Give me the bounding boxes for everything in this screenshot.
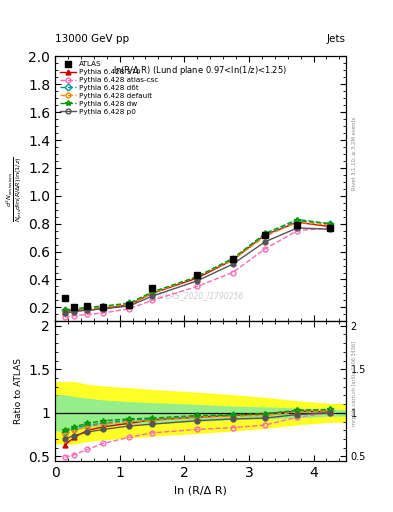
Pythia 6.428 d6t [85, 306, 90, 312]
Pythia 6.428 p0 [85, 307, 90, 313]
Pythia 6.428 d6t [263, 232, 267, 238]
Text: ln(R/$\Delta$ R) (Lund plane 0.97<ln(1/z)<1.25): ln(R/$\Delta$ R) (Lund plane 0.97<ln(1/z… [113, 65, 288, 77]
Line: Pythia 6.428 default: Pythia 6.428 default [62, 220, 332, 313]
Pythia 6.428 p0 [295, 225, 300, 231]
Line: Pythia 6.428 d6t: Pythia 6.428 d6t [62, 219, 332, 313]
Text: Rivet 3.1.10, ≥ 3.2M events: Rivet 3.1.10, ≥ 3.2M events [352, 117, 357, 190]
Pythia 6.428 default [101, 304, 106, 310]
Pythia 6.428 370 [85, 307, 90, 313]
Pythia 6.428 d6t [150, 290, 154, 296]
ATLAS [85, 303, 90, 309]
Pythia 6.428 dw [101, 303, 106, 309]
Pythia 6.428 default [327, 222, 332, 228]
Y-axis label: Ratio to ATLAS: Ratio to ATLAS [14, 358, 23, 424]
Pythia 6.428 atlas-csc [263, 246, 267, 252]
Pythia 6.428 default [85, 306, 90, 312]
Pythia 6.428 dw [72, 306, 77, 312]
Pythia 6.428 atlas-csc [150, 297, 154, 304]
Pythia 6.428 p0 [72, 309, 77, 315]
Text: ATLAS_2020_I1790256: ATLAS_2020_I1790256 [157, 291, 244, 300]
Pythia 6.428 dw [85, 304, 90, 310]
Legend: ATLAS, Pythia 6.428 370, Pythia 6.428 atlas-csc, Pythia 6.428 d6t, Pythia 6.428 : ATLAS, Pythia 6.428 370, Pythia 6.428 at… [57, 58, 161, 117]
Pythia 6.428 p0 [127, 303, 132, 309]
Pythia 6.428 atlas-csc [85, 311, 90, 317]
Pythia 6.428 default [295, 219, 300, 225]
Pythia 6.428 p0 [150, 293, 154, 300]
ATLAS [127, 302, 132, 308]
Pythia 6.428 370 [295, 219, 300, 225]
ATLAS [72, 304, 77, 310]
Pythia 6.428 370 [327, 223, 332, 229]
Pythia 6.428 d6t [327, 221, 332, 227]
Pythia 6.428 atlas-csc [327, 225, 332, 231]
ATLAS [62, 294, 67, 301]
Pythia 6.428 p0 [263, 239, 267, 245]
Pythia 6.428 d6t [101, 304, 106, 310]
Pythia 6.428 default [127, 302, 132, 308]
Pythia 6.428 p0 [327, 226, 332, 232]
Line: Pythia 6.428 dw: Pythia 6.428 dw [62, 217, 332, 313]
Pythia 6.428 370 [195, 275, 200, 281]
X-axis label: ln (R/Δ R): ln (R/Δ R) [174, 485, 227, 495]
Pythia 6.428 default [150, 290, 154, 296]
Pythia 6.428 default [72, 306, 77, 312]
Pythia 6.428 d6t [295, 218, 300, 224]
Pythia 6.428 p0 [230, 261, 235, 267]
Text: mcplots.cern.ch [arXiv:1306.3436]: mcplots.cern.ch [arXiv:1306.3436] [352, 342, 357, 426]
Pythia 6.428 370 [127, 302, 132, 308]
Pythia 6.428 dw [230, 255, 235, 262]
Pythia 6.428 dw [195, 273, 200, 280]
Pythia 6.428 default [62, 307, 67, 313]
Pythia 6.428 atlas-csc [101, 310, 106, 316]
Y-axis label: $\frac{d^2 N_{\mathrm{emissions}}}{N_{\mathrm{jets}} d\ln(R/\Delta R)\, \ln(1/z): $\frac{d^2 N_{\mathrm{emissions}}}{N_{\m… [5, 156, 25, 222]
Pythia 6.428 dw [62, 307, 67, 313]
Pythia 6.428 atlas-csc [127, 306, 132, 312]
Pythia 6.428 dw [263, 230, 267, 237]
Pythia 6.428 d6t [195, 273, 200, 280]
Pythia 6.428 atlas-csc [195, 283, 200, 289]
Pythia 6.428 370 [230, 257, 235, 263]
Text: 13000 GeV pp: 13000 GeV pp [55, 33, 129, 44]
ATLAS [327, 225, 332, 231]
ATLAS [150, 285, 154, 291]
Pythia 6.428 p0 [101, 306, 106, 312]
Pythia 6.428 p0 [195, 278, 200, 284]
Pythia 6.428 dw [295, 217, 300, 223]
Pythia 6.428 d6t [62, 307, 67, 313]
Line: Pythia 6.428 atlas-csc: Pythia 6.428 atlas-csc [62, 225, 332, 319]
Pythia 6.428 p0 [62, 310, 67, 316]
Pythia 6.428 370 [263, 232, 267, 238]
Pythia 6.428 d6t [72, 306, 77, 312]
Line: ATLAS: ATLAS [62, 222, 333, 310]
ATLAS [101, 304, 106, 310]
Line: Pythia 6.428 370: Pythia 6.428 370 [62, 220, 332, 314]
Pythia 6.428 default [195, 273, 200, 280]
Pythia 6.428 default [230, 257, 235, 263]
Pythia 6.428 370 [101, 306, 106, 312]
ATLAS [295, 222, 300, 228]
Pythia 6.428 dw [327, 221, 332, 227]
ATLAS [195, 272, 200, 279]
Pythia 6.428 370 [72, 307, 77, 313]
Pythia 6.428 default [263, 233, 267, 239]
Pythia 6.428 atlas-csc [72, 313, 77, 319]
Pythia 6.428 atlas-csc [295, 228, 300, 234]
Pythia 6.428 370 [150, 290, 154, 296]
Pythia 6.428 atlas-csc [62, 314, 67, 320]
Pythia 6.428 dw [127, 300, 132, 306]
ATLAS [263, 232, 267, 238]
Pythia 6.428 atlas-csc [230, 269, 235, 275]
Line: Pythia 6.428 p0: Pythia 6.428 p0 [62, 225, 332, 315]
Pythia 6.428 d6t [230, 255, 235, 262]
ATLAS [230, 255, 235, 262]
Pythia 6.428 d6t [127, 300, 132, 306]
Pythia 6.428 370 [62, 309, 67, 315]
Pythia 6.428 dw [150, 289, 154, 295]
Text: Jets: Jets [327, 33, 346, 44]
